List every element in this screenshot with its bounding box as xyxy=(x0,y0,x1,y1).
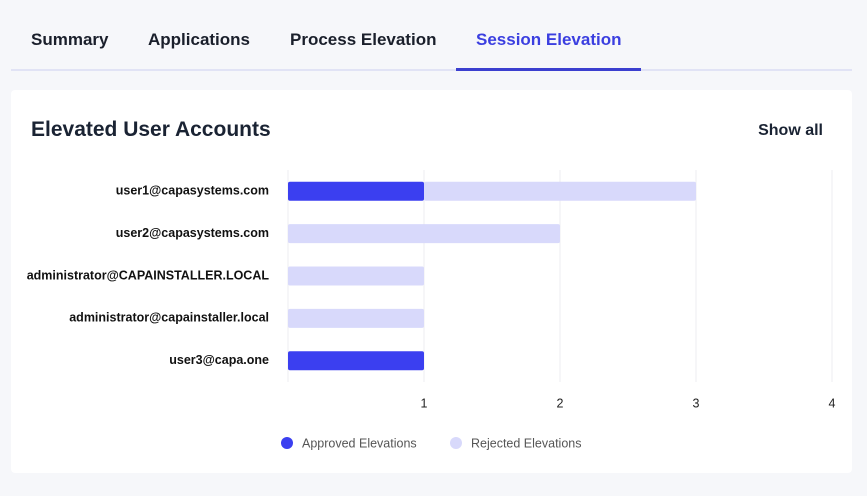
y-tick-label: user1@capasystems.com xyxy=(116,183,269,197)
tab[interactable]: Process Elevation xyxy=(290,30,437,49)
bar xyxy=(424,181,696,201)
tab-active[interactable]: Session Elevation xyxy=(476,30,622,49)
card-title: Elevated User Accounts xyxy=(31,118,271,141)
bar xyxy=(288,181,424,201)
bar xyxy=(288,266,424,286)
legend-label: Approved Elevations xyxy=(302,436,417,450)
card: Elevated User Accounts Show all xyxy=(11,90,852,473)
bar xyxy=(288,351,424,371)
y-tick-label: administrator@CAPAINSTALLER.LOCAL xyxy=(27,268,270,282)
bar xyxy=(288,308,424,328)
x-tick-label: 1 xyxy=(421,396,428,410)
y-tick-label: administrator@capainstaller.local xyxy=(69,311,269,325)
tab-divider xyxy=(11,69,852,71)
tab[interactable]: Summary xyxy=(31,30,109,49)
legend-marker xyxy=(450,437,462,449)
tab-indicator xyxy=(456,68,641,71)
x-tick-label: 4 xyxy=(829,396,836,410)
legend-marker xyxy=(281,437,293,449)
bar xyxy=(288,224,560,244)
show-all-button[interactable]: Show all xyxy=(758,122,823,139)
x-tick-label: 3 xyxy=(693,396,700,410)
y-tick-label: user3@capa.one xyxy=(169,353,269,367)
legend-label: Rejected Elevations xyxy=(471,436,581,450)
x-tick-label: 2 xyxy=(557,396,564,410)
tab[interactable]: Applications xyxy=(148,30,251,49)
y-tick-label: user2@capasystems.com xyxy=(116,226,269,240)
